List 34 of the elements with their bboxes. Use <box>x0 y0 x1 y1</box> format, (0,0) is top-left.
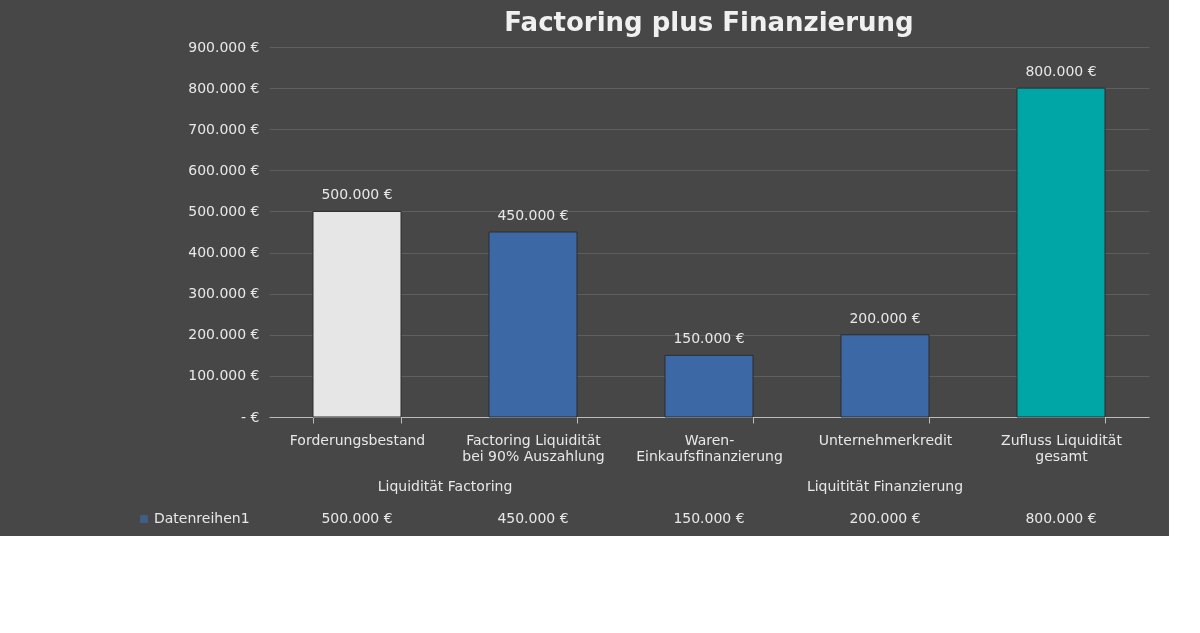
y-tick-label: 700.000 € <box>188 120 260 137</box>
bar <box>1016 87 1106 418</box>
data-label: 800.000 € <box>1025 510 1097 526</box>
y-tick-label: 500.000 € <box>188 202 260 219</box>
bar <box>664 354 754 418</box>
x-tick-label: Factoring Liquidität bei 90% Auszahlung <box>462 431 605 464</box>
y-tick-label: 200.000 € <box>188 326 260 343</box>
text: Liquitität Finanzierung <box>806 478 964 494</box>
text: 500.000 € <box>321 186 393 203</box>
y-tick-label: 300.000 € <box>188 285 260 302</box>
bar <box>840 334 930 418</box>
text: Liquidität Factoring <box>377 478 513 494</box>
y-tick-label: 400.000 € <box>188 244 260 261</box>
bar <box>312 210 402 418</box>
data-label: 150.000 € <box>673 510 745 526</box>
text: 800.000 € <box>1025 63 1097 80</box>
x-tick-label: Zufluss Liquidität gesamt <box>1001 431 1123 464</box>
text: 450.000 € <box>497 207 569 223</box>
text: 200.000 € <box>849 309 921 326</box>
chart-title: Factoring plus Finanzierung <box>504 7 914 37</box>
y-tick-label: 800.000 € <box>188 79 260 96</box>
y-tick-label: - € <box>241 408 260 425</box>
y-tick-label: 100.000 € <box>188 367 260 384</box>
x-tick-label: Unternehmerkredit <box>818 431 953 448</box>
x-tick-label: Waren-Einkaufsfinanzierung <box>636 431 783 464</box>
y-tick-label: 900.000 € <box>188 38 260 55</box>
text: 150.000 € <box>673 330 745 347</box>
data-label: 500.000 € <box>321 510 393 526</box>
data-label: 450.000 € <box>497 510 569 526</box>
bar <box>488 231 578 418</box>
legend-label: Datenreihen1 <box>154 510 250 526</box>
x-tick-label: Forderungsbestand <box>289 431 426 448</box>
data-label: 200.000 € <box>849 510 921 526</box>
y-tick-label: 600.000 € <box>188 161 260 178</box>
